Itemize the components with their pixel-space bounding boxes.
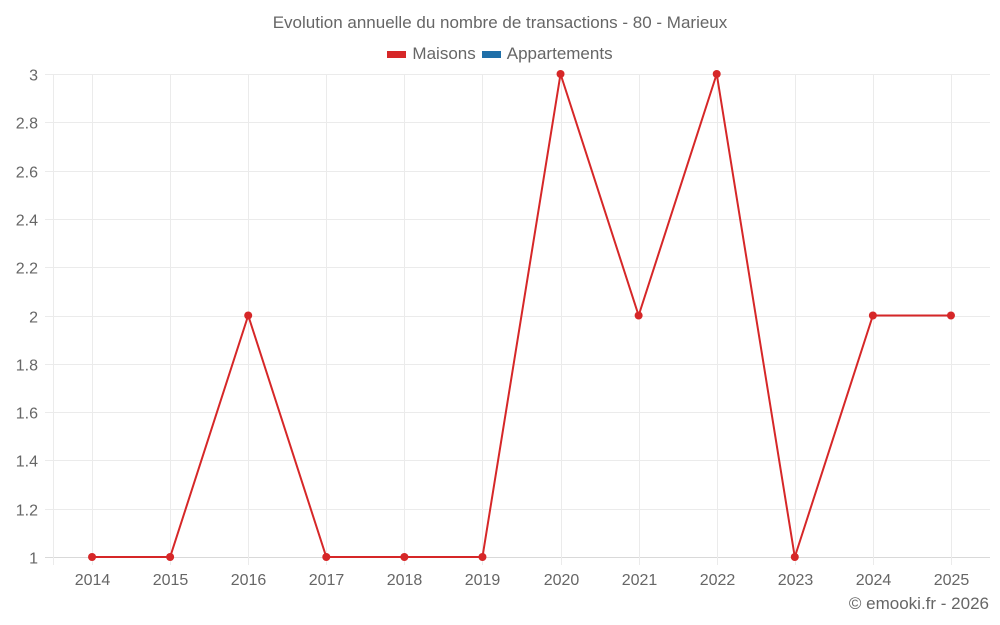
data-point[interactable] <box>478 553 487 561</box>
x-tick-label: 2025 <box>934 572 970 589</box>
x-tick-label: 2015 <box>153 572 189 589</box>
series-line <box>92 73 951 558</box>
data-point[interactable] <box>400 553 409 561</box>
x-tick-label: 2018 <box>387 572 423 589</box>
legend-item-appartements[interactable]: Appartements <box>481 44 613 64</box>
x-tick-label: 2014 <box>75 572 111 589</box>
x-tick-label: 2016 <box>231 572 267 589</box>
y-tick-label: 2.2 <box>16 261 38 278</box>
x-tick-label: 2024 <box>856 572 892 589</box>
data-point[interactable] <box>634 311 643 320</box>
legend-item-maisons[interactable]: Maisons <box>387 44 476 64</box>
y-tick-label: 1.2 <box>16 503 38 520</box>
y-tick-label: 3 <box>29 68 38 85</box>
x-tick-label: 2019 <box>465 572 501 589</box>
legend-label-maisons: Maisons <box>412 44 476 63</box>
legend-label-appartements: Appartements <box>506 44 613 63</box>
x-tick-label: 2020 <box>544 572 580 589</box>
y-tick-label: 1.8 <box>16 358 38 375</box>
credit-text: © emooki.fr - 2026 <box>848 594 989 613</box>
x-axis: 2014 2015 2016 2017 2018 2019 2020 2021 2022 2023… <box>75 572 970 589</box>
grid-lines <box>45 74 990 565</box>
y-tick-label: 2.4 <box>16 213 38 230</box>
x-tick-label: 2022 <box>700 572 736 589</box>
chart-legend: Maisons Appartements <box>0 44 1000 64</box>
legend-swatch-maisons-icon <box>387 50 407 58</box>
data-point[interactable] <box>88 553 97 561</box>
data-point[interactable] <box>556 70 565 78</box>
y-tick-label: 2.8 <box>16 116 38 133</box>
data-point[interactable] <box>868 311 877 320</box>
series-maisons[interactable] <box>88 70 955 561</box>
data-point[interactable] <box>322 553 331 561</box>
y-tick-label: 1 <box>29 551 38 568</box>
y-axis: 1 1.2 1.4 1.6 1.8 2 2.2 2.4 2.6 2.8 3 <box>16 68 38 568</box>
x-tick-label: 2021 <box>622 572 658 589</box>
legend-swatch-appartements-icon <box>481 50 501 58</box>
y-tick-label: 1.6 <box>16 406 38 423</box>
data-point[interactable] <box>244 311 253 320</box>
data-point[interactable] <box>712 70 721 78</box>
x-tick-label: 2017 <box>309 572 345 589</box>
data-point[interactable] <box>946 311 955 320</box>
data-point[interactable] <box>790 553 799 561</box>
y-tick-label: 1.4 <box>16 454 38 471</box>
chart-title: Evolution annuelle du nombre de transact… <box>272 13 728 32</box>
y-tick-label: 2 <box>29 310 38 327</box>
x-tick-label: 2023 <box>778 572 814 589</box>
y-tick-label: 2.6 <box>16 165 38 182</box>
data-point[interactable] <box>166 553 175 561</box>
